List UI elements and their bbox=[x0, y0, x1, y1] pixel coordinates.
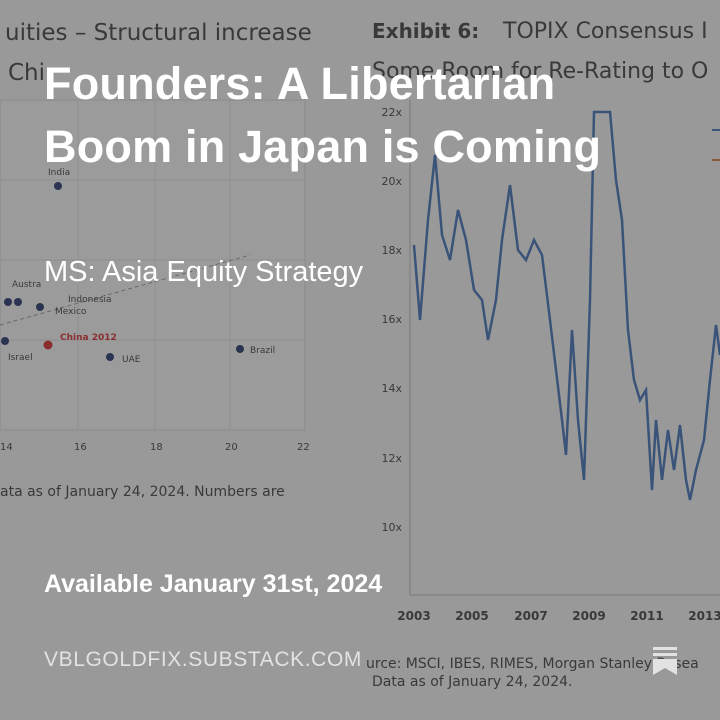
site-url: VBLGOLDFIX.SUBSTACK.COM bbox=[44, 648, 362, 671]
substack-logo bbox=[653, 647, 677, 675]
post-subtitle: MS: Asia Equity Strategy bbox=[44, 256, 364, 288]
post-title: Founders: A Libertarian Boom in Japan is… bbox=[44, 58, 602, 172]
availability-date: Available January 31st, 2024 bbox=[44, 570, 383, 598]
